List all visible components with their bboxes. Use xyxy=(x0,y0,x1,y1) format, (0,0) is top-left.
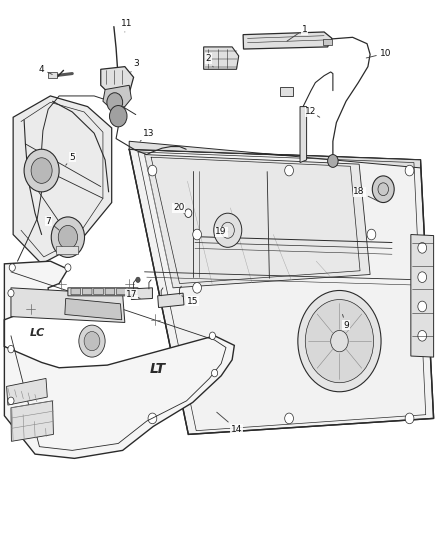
FancyBboxPatch shape xyxy=(117,288,126,295)
Circle shape xyxy=(378,183,389,196)
Circle shape xyxy=(298,290,381,392)
Polygon shape xyxy=(56,246,78,254)
Circle shape xyxy=(221,222,234,238)
Circle shape xyxy=(185,209,192,217)
Circle shape xyxy=(58,225,78,249)
Circle shape xyxy=(328,155,338,167)
Polygon shape xyxy=(280,87,293,96)
Text: 12: 12 xyxy=(305,108,320,117)
Circle shape xyxy=(193,282,201,293)
Polygon shape xyxy=(243,32,332,49)
Circle shape xyxy=(285,413,293,424)
Polygon shape xyxy=(145,155,370,288)
Text: 17: 17 xyxy=(126,290,140,298)
Circle shape xyxy=(65,264,71,271)
Circle shape xyxy=(405,413,414,424)
Circle shape xyxy=(136,277,140,282)
Polygon shape xyxy=(13,96,112,264)
Circle shape xyxy=(193,229,201,240)
Circle shape xyxy=(209,332,215,340)
Polygon shape xyxy=(300,107,307,163)
Circle shape xyxy=(418,330,427,341)
Circle shape xyxy=(148,165,157,176)
Circle shape xyxy=(418,272,427,282)
Text: 19: 19 xyxy=(215,228,228,236)
Polygon shape xyxy=(129,141,420,168)
Circle shape xyxy=(367,229,376,240)
FancyBboxPatch shape xyxy=(94,288,103,295)
Circle shape xyxy=(107,93,123,112)
Text: 18: 18 xyxy=(353,188,378,201)
Circle shape xyxy=(418,243,427,253)
Polygon shape xyxy=(323,39,332,45)
Circle shape xyxy=(9,264,15,271)
FancyBboxPatch shape xyxy=(128,288,138,295)
Text: 5: 5 xyxy=(66,153,75,165)
Circle shape xyxy=(24,149,59,192)
Polygon shape xyxy=(101,67,134,101)
Circle shape xyxy=(110,106,127,127)
Text: 10: 10 xyxy=(366,49,391,58)
Polygon shape xyxy=(7,378,47,405)
Circle shape xyxy=(212,369,218,377)
Circle shape xyxy=(285,165,293,176)
FancyBboxPatch shape xyxy=(105,288,115,295)
Circle shape xyxy=(418,301,427,312)
Circle shape xyxy=(51,217,85,257)
Text: LC: LC xyxy=(30,328,45,338)
Circle shape xyxy=(84,332,100,351)
Polygon shape xyxy=(11,288,125,322)
Text: 14: 14 xyxy=(217,412,242,433)
Polygon shape xyxy=(204,47,239,69)
Circle shape xyxy=(214,213,242,247)
Polygon shape xyxy=(131,288,152,300)
Polygon shape xyxy=(103,85,131,109)
Circle shape xyxy=(31,158,52,183)
Polygon shape xyxy=(4,261,234,458)
Circle shape xyxy=(79,325,105,357)
Polygon shape xyxy=(129,149,434,434)
Text: 20: 20 xyxy=(173,204,184,213)
Text: 2: 2 xyxy=(205,54,213,67)
Circle shape xyxy=(331,330,348,352)
Circle shape xyxy=(405,165,414,176)
Polygon shape xyxy=(48,72,57,78)
Circle shape xyxy=(8,397,14,405)
Text: 13: 13 xyxy=(140,129,155,141)
Polygon shape xyxy=(65,298,122,320)
Polygon shape xyxy=(68,288,139,296)
Circle shape xyxy=(372,176,394,203)
Text: LT: LT xyxy=(150,362,166,376)
FancyBboxPatch shape xyxy=(82,288,92,295)
Text: 11: 11 xyxy=(121,20,133,32)
Text: 7: 7 xyxy=(45,217,59,230)
Polygon shape xyxy=(11,401,53,441)
Circle shape xyxy=(8,345,14,353)
Text: 1: 1 xyxy=(287,25,307,41)
Text: 9: 9 xyxy=(343,314,349,329)
Polygon shape xyxy=(411,235,434,357)
FancyBboxPatch shape xyxy=(71,288,81,295)
Text: 4: 4 xyxy=(39,65,52,75)
Text: 3: 3 xyxy=(131,60,139,72)
Polygon shape xyxy=(158,293,184,308)
Text: 15: 15 xyxy=(182,296,198,305)
Circle shape xyxy=(305,300,374,383)
Circle shape xyxy=(8,289,14,297)
Circle shape xyxy=(148,413,157,424)
